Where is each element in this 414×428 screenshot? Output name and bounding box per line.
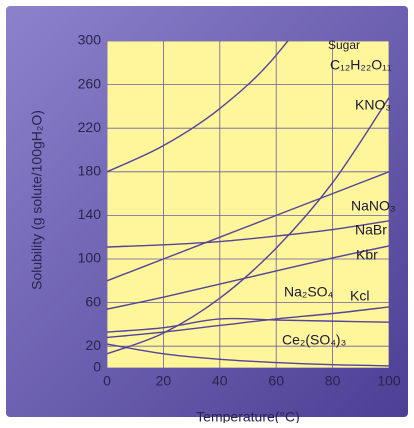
series-line	[107, 343, 389, 367]
y-tick-label: 220	[78, 119, 102, 135]
y-axis-label: Solubility (g solute/100gH₂O)	[29, 110, 45, 290]
y-tick-label: 20	[85, 337, 101, 353]
y-tick-label: 260	[78, 75, 102, 91]
series-label: Ce₂(SO₄)₃	[282, 332, 346, 348]
y-tick-label: 0	[93, 359, 101, 375]
series-line	[107, 97, 389, 355]
x-tick-label: 80	[325, 373, 341, 389]
series-label: Sugar	[328, 38, 360, 52]
series-line	[107, 306, 389, 339]
series-label: NaBr	[355, 222, 387, 238]
series-line	[107, 220, 389, 248]
series-formula: C₁₂H₂₂O₁₁	[330, 57, 392, 73]
x-axis-label: Temperature(°C)	[196, 409, 300, 423]
y-tick-label: 140	[78, 206, 102, 222]
x-tick-label: 60	[268, 373, 284, 389]
y-tick-label: 180	[78, 163, 102, 179]
x-tick-label: 0	[103, 373, 111, 389]
series-label: KNO₃	[355, 97, 391, 113]
x-tick-label: 100	[377, 373, 401, 389]
plot	[107, 41, 389, 368]
y-tick-label: 300	[78, 32, 102, 48]
series-label: Kbr	[356, 247, 378, 263]
y-tick-label: 100	[78, 250, 102, 266]
x-tick-label: 40	[212, 373, 228, 389]
x-tick-label: 20	[156, 373, 172, 389]
series-label: NaNO₃	[351, 198, 396, 214]
series-line	[107, 41, 289, 173]
series-line	[107, 317, 389, 333]
plot-area	[107, 41, 389, 368]
series-line	[107, 245, 389, 310]
series-line	[107, 171, 389, 282]
y-tick-label: 60	[85, 293, 101, 309]
series-label: Kcl	[350, 288, 369, 304]
series-label: Na₂SO₄	[284, 284, 334, 300]
